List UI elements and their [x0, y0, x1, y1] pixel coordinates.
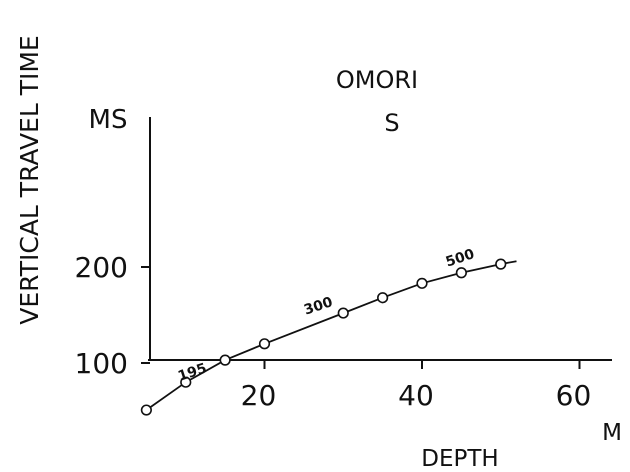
x-tick-label: 20: [241, 379, 277, 412]
x-tick-label: 40: [398, 379, 434, 412]
axis-ticks: 20 40 60 100 200: [75, 251, 592, 412]
data-point-marker: [258, 338, 271, 350]
x-tick-label: 60: [556, 379, 592, 412]
chart-subtitle: S: [384, 109, 399, 137]
data-point-marker: [495, 258, 507, 270]
x-axis-label: DEPTH: [421, 446, 498, 472]
series-layer: [140, 258, 517, 416]
y-axis-unit: MS: [89, 105, 128, 135]
y-axis-label: VERTICAL TRAVEL TIME: [15, 35, 44, 324]
data-point-marker: [377, 292, 389, 304]
data-point-marker: [455, 267, 467, 279]
data-label: 500: [444, 246, 477, 270]
data-label: 195: [176, 361, 209, 385]
y-tick-label: 200: [75, 251, 128, 284]
series-line: [145, 260, 517, 411]
chart-title: OMORI: [336, 66, 418, 94]
data-point-marker: [180, 376, 192, 388]
data-point-marker: [219, 354, 231, 366]
x-axis-unit: M: [602, 420, 622, 446]
data-label: 300: [302, 294, 335, 318]
data-point-marker: [337, 307, 349, 319]
data-point-marker: [416, 277, 428, 289]
data-point-marker: [140, 404, 152, 416]
y-tick-label: 100: [75, 347, 128, 380]
